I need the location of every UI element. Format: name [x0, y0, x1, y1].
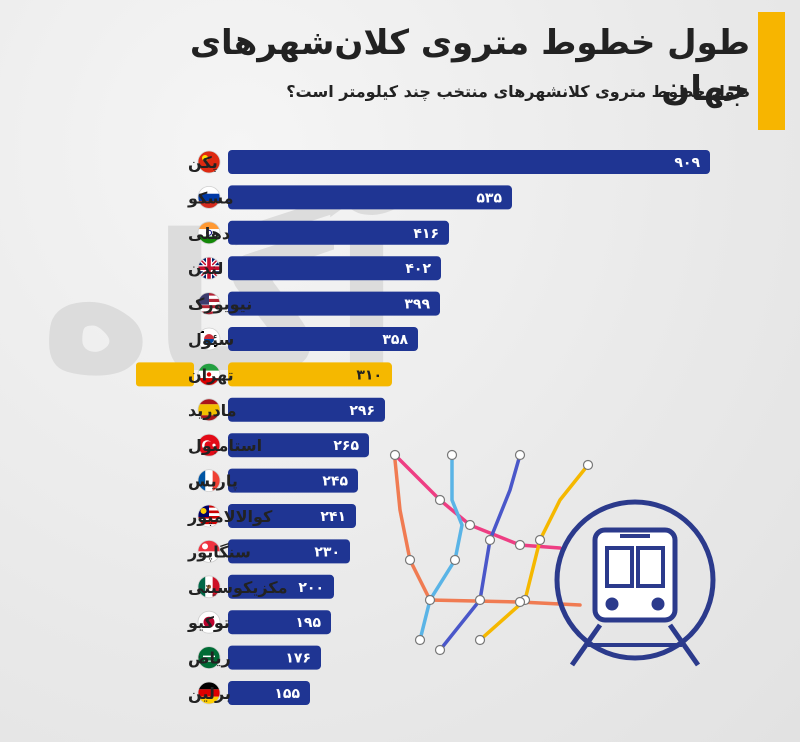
france-flag-icon	[197, 469, 221, 493]
bar	[228, 362, 392, 387]
bar	[228, 539, 350, 564]
chart-title: طول خطوط متروی کلان‌شهرهای جهان	[189, 23, 750, 109]
bar-row: ۲۴۵ پاریس	[188, 468, 358, 493]
highlight-label-background	[136, 362, 194, 387]
category-label: لندن	[188, 259, 223, 278]
iran-flag-icon	[197, 362, 221, 386]
data-label: ۲۳۰	[314, 544, 340, 560]
bar-row: ۱۹۵ توکیو	[187, 610, 331, 635]
bar-row: ۴۱۶ دهلی	[188, 220, 449, 245]
japan-flag-icon	[197, 610, 221, 634]
category-label: پکن	[188, 153, 218, 173]
bar	[228, 681, 310, 705]
train-icon	[554, 499, 716, 667]
bar	[228, 185, 512, 210]
category-label: سئول	[188, 330, 234, 349]
bar-row: ۵۳۵ مسکو	[187, 185, 512, 210]
data-label: ۱۷۶	[285, 651, 311, 667]
malaysia-flag-icon	[197, 504, 221, 528]
data-label: ۲۶۵	[333, 438, 359, 454]
germany-flag-icon	[197, 681, 221, 705]
bar	[228, 150, 710, 174]
bar-row: ۳۹۹ نیویورک	[188, 291, 440, 316]
bar-row: ۳۱۰ تهران	[136, 362, 392, 387]
category-label: برلین	[188, 684, 231, 703]
category-label: ریاض	[188, 649, 231, 668]
india-flag-icon	[197, 221, 221, 245]
bar-row: ۲۴۱ کوالالامپور	[187, 504, 356, 528]
category-label: مسکو	[187, 188, 234, 207]
category-label: پاریس	[188, 472, 238, 492]
bar	[228, 220, 449, 245]
data-label: ۹۰۹	[674, 155, 700, 171]
title-accent-bar	[758, 12, 785, 130]
data-label: ۲۴۵	[322, 474, 348, 490]
data-label: ۱۵۵	[274, 686, 300, 702]
bar-row: ۲۳۰ سنگاپور	[187, 539, 350, 564]
category-label: سنگاپور	[187, 542, 251, 562]
category-label: دهلی	[188, 224, 230, 243]
data-label: ۲۹۶	[349, 403, 375, 419]
bar-row: ۴۰۲ لندن	[188, 256, 441, 281]
data-label: ۳۵۸	[382, 332, 408, 348]
singapore-flag-icon	[197, 540, 221, 563]
russia-flag-icon	[197, 185, 221, 209]
bar	[228, 468, 358, 493]
bar-row: ۲۹۶ مادرید	[188, 397, 385, 422]
category-label: توکیو	[187, 613, 230, 632]
uk-flag-icon	[197, 256, 221, 280]
bar-row: ۲۶۵ استامبول	[188, 433, 369, 458]
bar	[228, 327, 418, 351]
data-label: ۵۳۵	[476, 190, 502, 206]
data-label: ۴۱۶	[413, 226, 439, 242]
data-label: ۴۰۲	[405, 261, 431, 277]
data-label: ۲۴۱	[320, 509, 346, 525]
category-label: مادرید	[188, 401, 237, 420]
category-label: مکزیکوسیتی	[188, 578, 288, 597]
usa-flag-icon	[197, 292, 221, 316]
bar-row: ۱۵۵ برلین	[188, 681, 310, 705]
bar-row: ۹۰۹ پکن	[188, 150, 710, 174]
data-label: ۳۹۹	[404, 297, 430, 313]
saudi-arabia-flag-icon	[197, 646, 221, 669]
bar	[228, 645, 321, 670]
data-label: ۱۹۵	[295, 615, 321, 631]
bar-row: ۳۵۸ سئول	[188, 327, 418, 351]
bar-row: ۱۷۶ ریاض	[188, 645, 321, 670]
mexico-flag-icon	[197, 575, 221, 599]
bar	[228, 397, 385, 422]
category-label: کوالالامپور	[187, 507, 273, 527]
bar	[228, 433, 369, 458]
data-label: ۲۰۰	[298, 580, 324, 596]
bar	[228, 504, 356, 528]
category-label: تهران	[188, 365, 234, 384]
chart-subtitle: طول خطوط متروی کلانشهرهای منتخب چند کیلو…	[286, 82, 750, 101]
data-label: ۳۱۰	[356, 367, 382, 383]
category-label: نیویورک	[188, 295, 252, 314]
category-label: استامبول	[188, 436, 262, 455]
bar	[228, 610, 331, 635]
bar	[228, 291, 440, 316]
south-korea-flag-icon	[197, 327, 221, 351]
bar	[228, 574, 334, 599]
bar-row: ۲۰۰ مکزیکوسیتی	[188, 574, 334, 599]
bar	[228, 256, 441, 281]
china-flag-icon	[197, 150, 221, 174]
spain-flag-icon	[197, 398, 221, 422]
turkey-flag-icon	[197, 433, 221, 457]
